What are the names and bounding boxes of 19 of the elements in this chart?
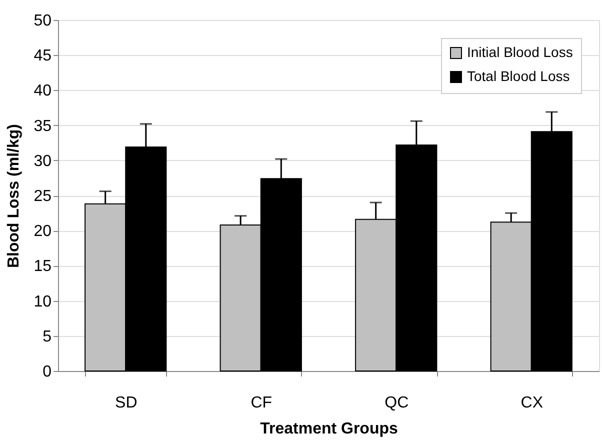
y-tick-label: 50 xyxy=(34,12,52,30)
y-tick-label: 10 xyxy=(34,293,52,310)
y-tick-label: 20 xyxy=(34,223,52,240)
x-tick-label: CF xyxy=(250,394,272,412)
y-tick-label: 35 xyxy=(34,118,52,135)
legend-label: Total Blood Loss xyxy=(467,68,570,84)
x-tick-label: CX xyxy=(520,394,544,412)
legend-label: Initial Blood Loss xyxy=(467,44,573,60)
x-tick-label: SD xyxy=(115,394,138,412)
y-axis-title: Blood Loss (ml/kg) xyxy=(6,124,23,268)
x-axis-title: Treatment Groups xyxy=(260,420,398,438)
y-tick-label: 45 xyxy=(34,48,52,65)
y-tick-label: 15 xyxy=(34,258,52,276)
y-tick-label: 5 xyxy=(42,328,52,346)
y-tick-label: 40 xyxy=(34,82,52,100)
x-tick-label: QC xyxy=(384,394,409,412)
y-tick-label: 25 xyxy=(34,188,52,205)
y-tick-label: 30 xyxy=(34,152,52,170)
y-tick-label: 0 xyxy=(42,364,52,380)
